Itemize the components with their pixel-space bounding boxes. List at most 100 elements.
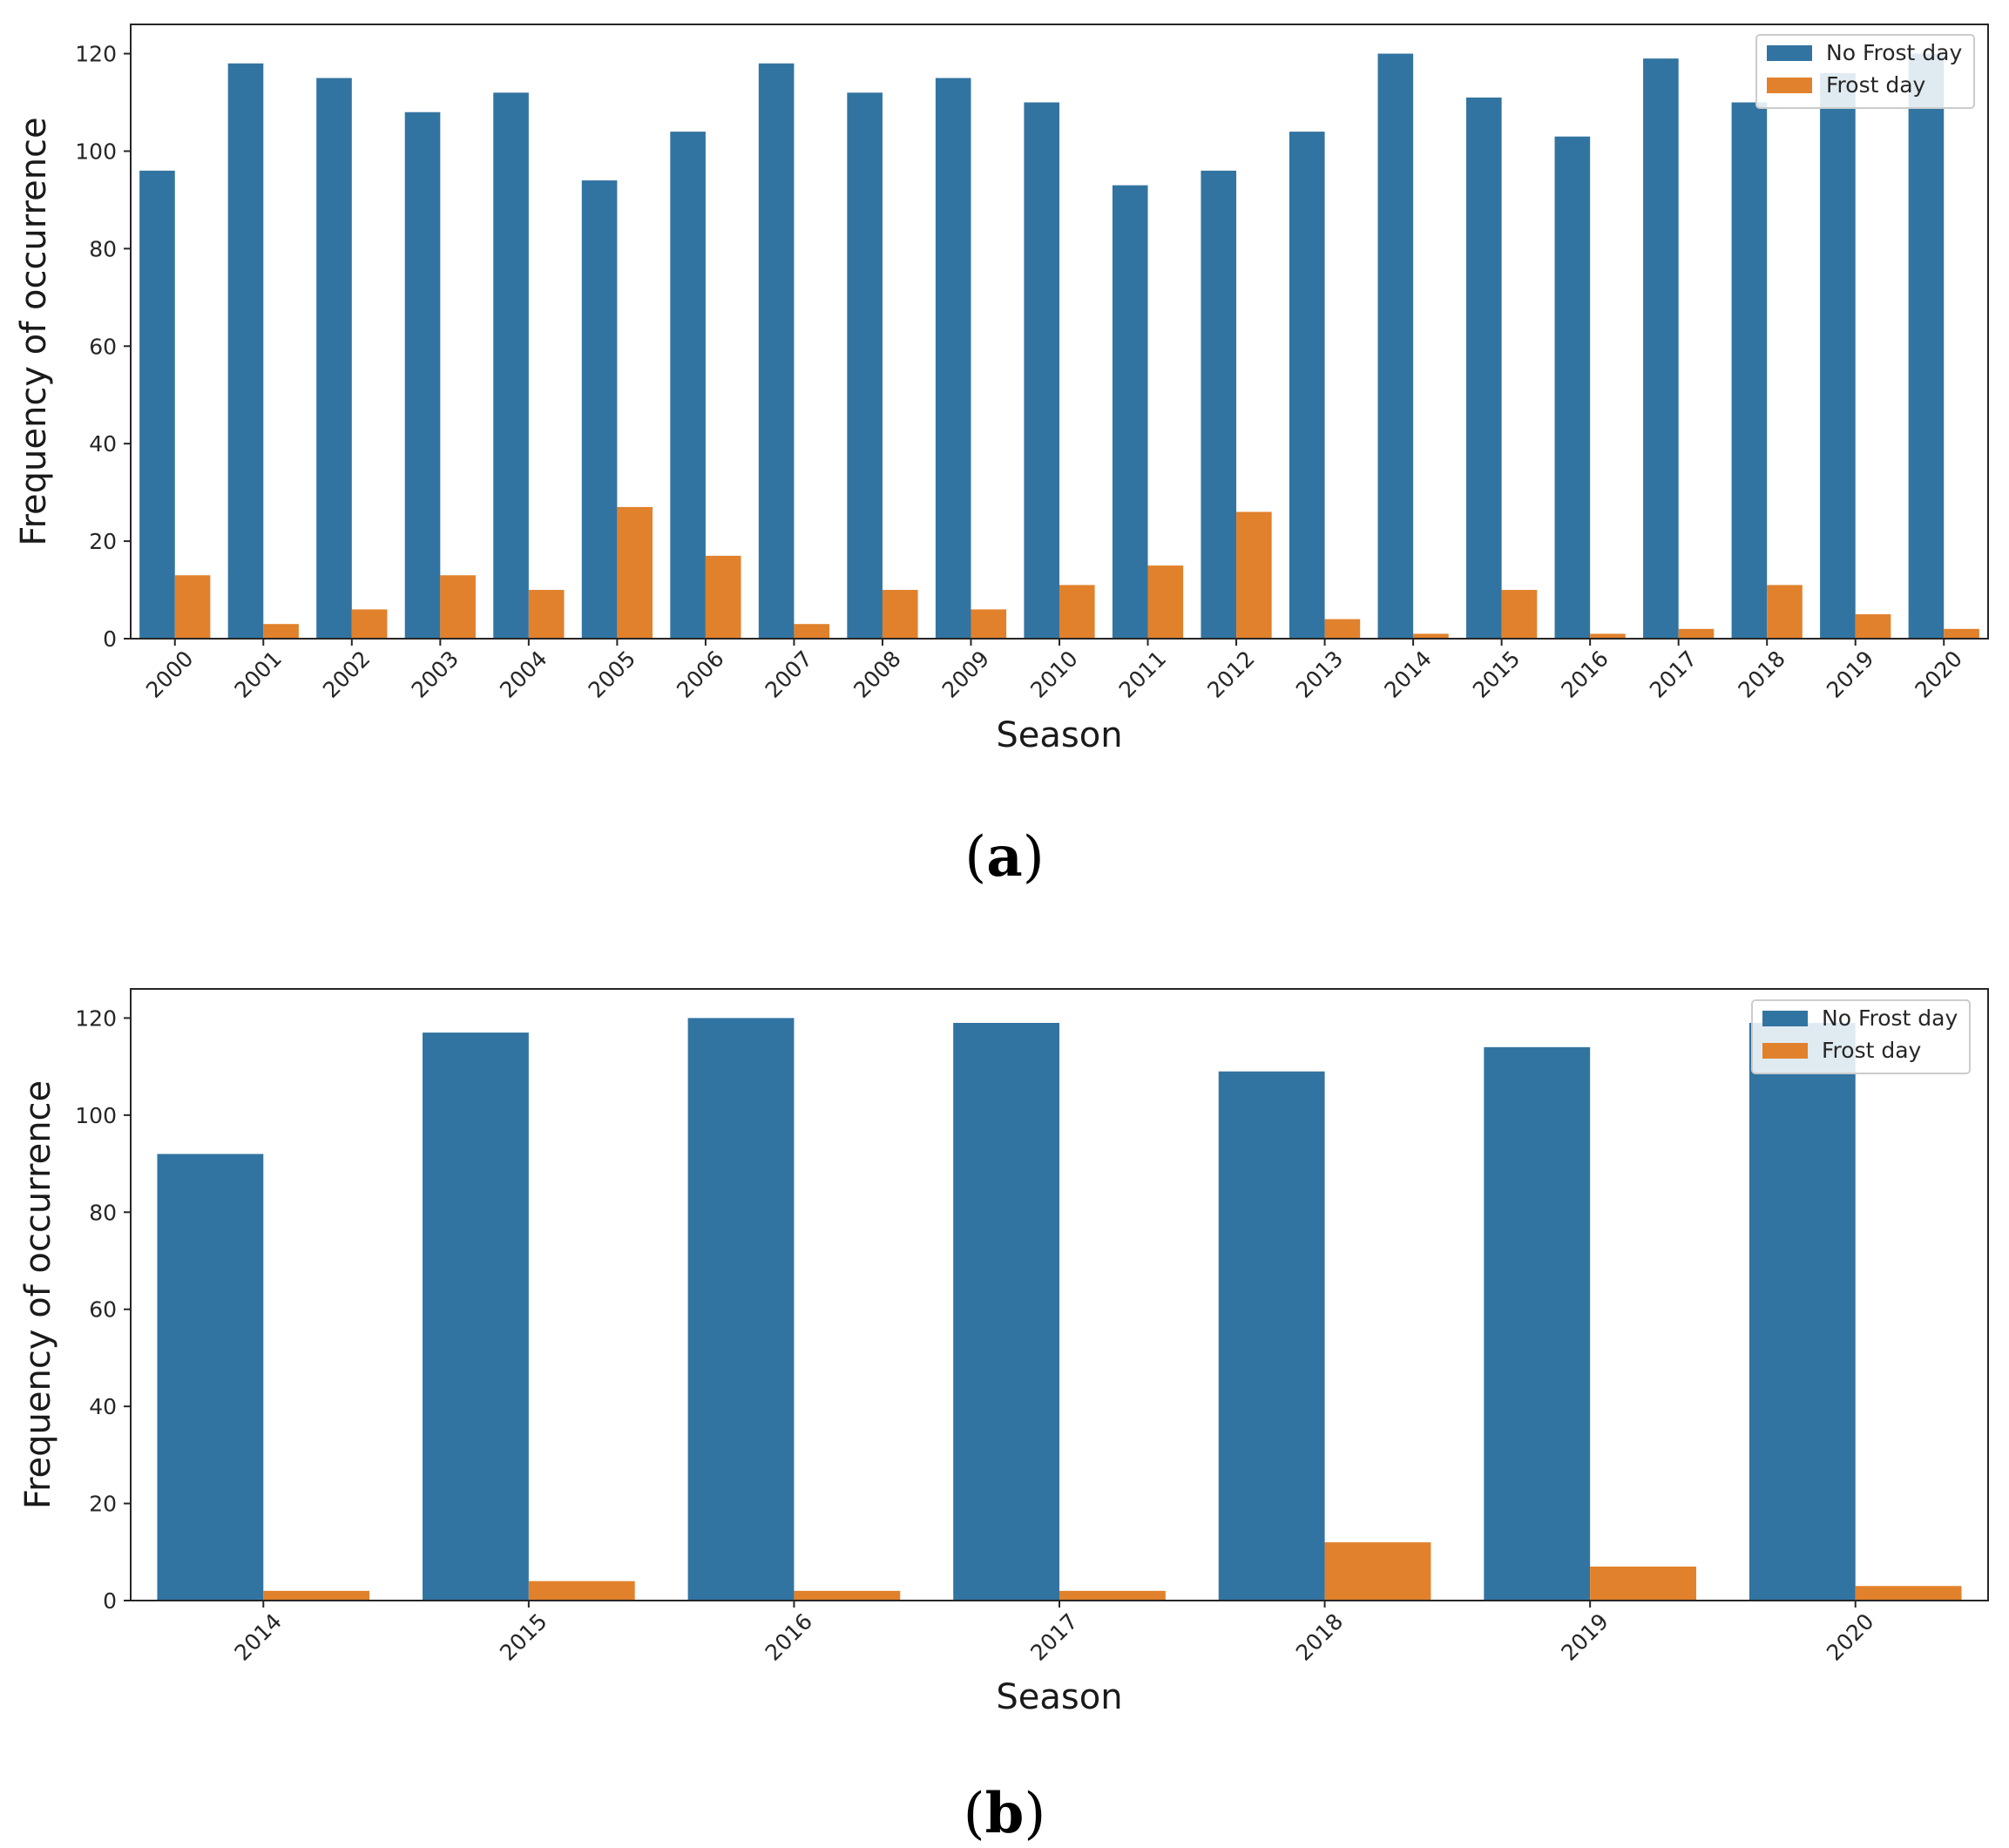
x-tick-label-2019: 2019	[1822, 646, 1878, 702]
x-tick-label-2014: 2014	[1379, 646, 1436, 702]
bar-frost-2018	[1324, 1542, 1431, 1601]
y-tick-label-60: 60	[89, 1297, 117, 1323]
plot-frame	[130, 988, 1989, 1601]
x-tick-label-2013: 2013	[1291, 646, 1348, 702]
bar-no-frost-2003	[404, 112, 441, 639]
bar-frost-2012	[1236, 511, 1272, 639]
bar-frost-2018	[1767, 585, 1803, 639]
y-tick-label-80: 80	[89, 236, 117, 261]
x-tick-label-2000: 2000	[141, 646, 198, 702]
bar-frost-2019	[1590, 1567, 1696, 1601]
x-tick-label-2004: 2004	[495, 646, 551, 702]
bar-frost-2003	[440, 575, 476, 639]
legend-label-no-frost: No Frost day	[1822, 1005, 1958, 1031]
x-tick-label-2016: 2016	[1556, 646, 1613, 702]
bar-no-frost-2011	[1112, 185, 1148, 639]
bar-no-frost-2006	[670, 132, 706, 640]
x-axis-label: Season	[996, 715, 1122, 755]
y-tick-label-80: 80	[89, 1200, 117, 1225]
x-tick-label-2014: 2014	[230, 1608, 287, 1665]
x-tick-label-2009: 2009	[937, 646, 994, 702]
bar-no-frost-2014	[157, 1154, 264, 1601]
legend-swatch-frost	[1767, 78, 1812, 93]
y-tick-label-100: 100	[75, 1103, 117, 1128]
bar-frost-2006	[705, 555, 741, 639]
bar-no-frost-2015	[423, 1032, 529, 1601]
bar-frost-2016	[794, 1590, 901, 1601]
x-axis-label: Season	[996, 1677, 1122, 1717]
legend-label-frost: Frost day	[1822, 1038, 1922, 1063]
legend-label-no-frost: No Frost day	[1826, 40, 1962, 65]
legend-swatch-frost	[1762, 1043, 1808, 1059]
bar-frost-2011	[1147, 565, 1184, 639]
bar-no-frost-2015	[1466, 97, 1502, 640]
y-tick-label-0: 0	[103, 1588, 117, 1614]
x-tick-label-2011: 2011	[1114, 646, 1171, 702]
x-tick-label-2017: 2017	[1025, 1608, 1082, 1665]
x-tick-label-2020: 2020	[1822, 1608, 1878, 1665]
legend: No Frost day Frost day	[1755, 34, 1975, 109]
bar-frost-2007	[794, 624, 830, 639]
bar-frost-2016	[1590, 633, 1626, 639]
x-tick-label-2007: 2007	[761, 646, 817, 702]
bar-no-frost-2019	[1820, 72, 1856, 639]
x-tick-label-2010: 2010	[1025, 646, 1082, 702]
bar-frost-2010	[1059, 585, 1095, 639]
y-axis-label: Frequency of occurrence	[14, 117, 54, 545]
bar-no-frost-2018	[1731, 102, 1768, 639]
caption-a: (a)	[964, 824, 1044, 890]
x-tick-label-2002: 2002	[318, 646, 375, 702]
bar-no-frost-2017	[953, 1023, 1059, 1601]
x-tick-label-2005: 2005	[584, 646, 640, 702]
bar-no-frost-2009	[935, 78, 971, 640]
y-tick-label-20: 20	[89, 1492, 117, 1517]
bar-frost-2017	[1678, 628, 1715, 639]
bar-frost-2009	[971, 609, 1007, 639]
bar-no-frost-2010	[1024, 102, 1059, 639]
legend-swatch-no-frost	[1767, 45, 1812, 61]
x-tick-label-2006: 2006	[672, 646, 728, 702]
bar-no-frost-2013	[1289, 132, 1325, 640]
x-tick-label-2015: 2015	[495, 1608, 551, 1665]
bar-no-frost-2012	[1201, 170, 1237, 640]
bar-frost-2001	[263, 624, 299, 639]
x-tick-label-2017: 2017	[1645, 646, 1701, 702]
x-tick-label-2019: 2019	[1556, 1608, 1613, 1665]
y-axis-label: Frequency of occurrence	[18, 1080, 58, 1509]
bar-frost-2013	[1324, 619, 1361, 639]
chart-panel-b: 2014 2015 2016 2017 2018 2019 2020 0 20 40 60 80 100…	[18, 988, 1989, 1846]
bar-no-frost-2014	[1377, 53, 1414, 639]
bar-no-frost-2020	[1749, 1023, 1856, 1601]
y-tick-label-0: 0	[103, 626, 117, 652]
bar-no-frost-2016	[687, 1018, 795, 1601]
bar-no-frost-2002	[316, 78, 352, 640]
caption-b: (b)	[964, 1781, 1046, 1846]
bar-no-frost-2019	[1484, 1046, 1591, 1601]
bar-no-frost-2000	[139, 170, 175, 640]
bar-frost-2014	[263, 1590, 370, 1601]
bar-frost-2019	[1855, 614, 1891, 639]
x-tick-label-2020: 2020	[1910, 646, 1966, 702]
bar-frost-2014	[1413, 633, 1449, 639]
plot-frame	[130, 24, 1989, 640]
x-tick-label-2018: 2018	[1291, 1608, 1348, 1665]
x-tick-label-2012: 2012	[1202, 646, 1259, 702]
bar-frost-2015	[1501, 590, 1538, 639]
y-tick-label-20: 20	[89, 529, 117, 554]
legend-swatch-no-frost	[1762, 1011, 1808, 1026]
y-tick-label-40: 40	[89, 1394, 117, 1419]
legend: No Frost day Frost day	[1751, 999, 1971, 1074]
bar-frost-2020	[1944, 628, 1979, 639]
bar-no-frost-2005	[581, 180, 618, 640]
bar-frost-2015	[528, 1581, 635, 1601]
bar-no-frost-2001	[227, 63, 264, 639]
chart-panel-a: 2000 2001 2002 2003 2004 2005 2006 2007 2008 2009…	[14, 24, 1989, 890]
bar-no-frost-2007	[758, 63, 795, 639]
x-tick-label-2015: 2015	[1468, 646, 1525, 702]
y-tick-label-60: 60	[89, 334, 117, 359]
bar-no-frost-2004	[493, 92, 529, 639]
y-tick-label-40: 40	[89, 431, 117, 457]
bar-no-frost-2017	[1643, 58, 1679, 640]
bar-frost-2002	[351, 609, 388, 639]
